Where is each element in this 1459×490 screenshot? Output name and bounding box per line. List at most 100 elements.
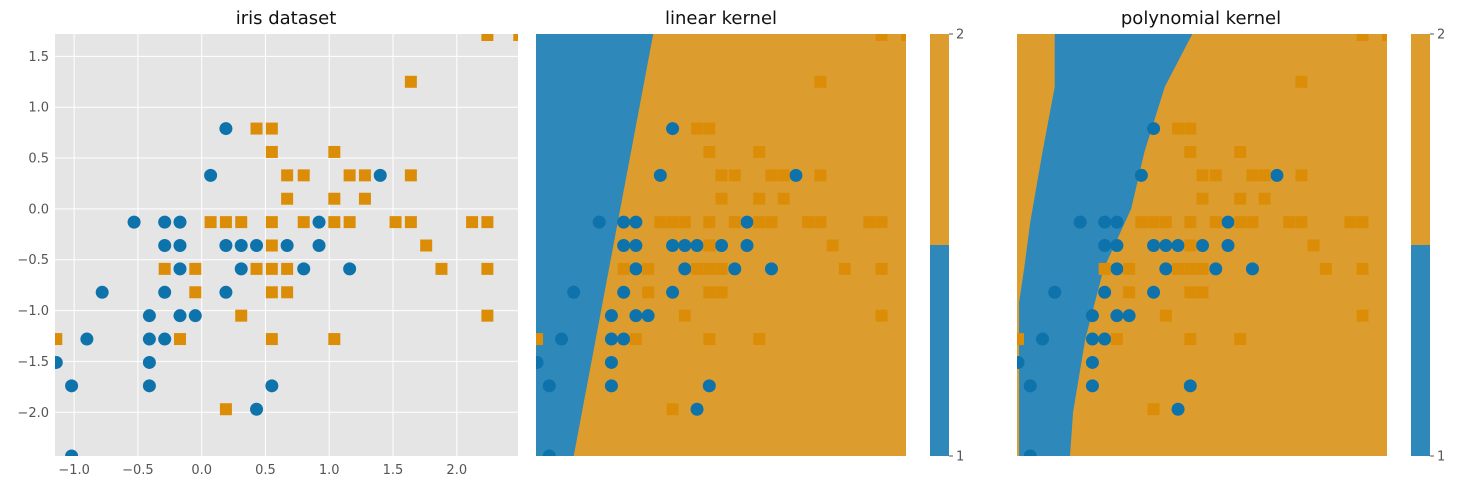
linear-point-class-1 — [653, 168, 667, 182]
poly-point-class-2 — [1258, 192, 1271, 205]
iris-point-class-2 — [265, 216, 278, 229]
iris-point-class-2 — [189, 286, 202, 299]
poly-point-class-1 — [1023, 379, 1037, 393]
linear-point-class-1 — [629, 239, 643, 253]
poly-point-class-1 — [1110, 262, 1124, 276]
iris-point-class-1 — [343, 262, 357, 276]
linear-point-class-1 — [690, 402, 704, 416]
poly-point-class-1 — [1122, 309, 1136, 323]
poly-point-class-2 — [1246, 169, 1259, 182]
iris-point-class-1 — [173, 309, 187, 323]
iris-point-class-2 — [235, 216, 248, 229]
iris-point-class-1 — [373, 168, 387, 182]
poly-point-class-2 — [1356, 216, 1369, 229]
linear-point-class-2 — [753, 216, 766, 229]
polynomial-kernel-panel: polynomial kernel 12 — [1017, 8, 1445, 465]
poly-point-class-2 — [1159, 216, 1172, 229]
iris-point-class-1 — [250, 239, 264, 253]
poly-point-class-1 — [1245, 262, 1259, 276]
linear-point-class-2 — [642, 262, 655, 275]
iris-y-tick-label: −0.5 — [17, 253, 49, 268]
poly-point-class-2 — [1356, 262, 1369, 275]
poly-point-class-2 — [1307, 239, 1320, 252]
linear-point-class-1 — [604, 379, 618, 393]
iris-point-class-1 — [250, 402, 264, 416]
poly-point-class-1 — [1110, 239, 1124, 253]
iris-points — [55, 34, 518, 456]
iris-point-class-2 — [513, 34, 518, 42]
iris-x-tick-label: 0.0 — [191, 463, 212, 478]
iris-point-class-1 — [204, 168, 218, 182]
poly-point-class-2 — [1184, 333, 1197, 346]
iris-point-class-2 — [328, 192, 341, 205]
iris-y-tick-label: 0.5 — [28, 152, 49, 167]
linear-point-class-1 — [617, 332, 631, 346]
iris-point-class-1 — [312, 239, 326, 253]
linear-point-class-2 — [765, 216, 778, 229]
linear-colorbar-ticks: 12 — [949, 28, 964, 465]
linear-point-class-1 — [789, 168, 803, 182]
linear-point-class-2 — [666, 216, 679, 229]
iris-point-class-1 — [234, 262, 248, 276]
linear-point-class-2 — [826, 239, 839, 252]
linear-point-class-2 — [715, 262, 728, 275]
iris-point-class-2 — [481, 34, 494, 42]
iris-y-tick-label: 0.0 — [28, 202, 49, 217]
iris-point-class-1 — [142, 379, 156, 393]
iris-x-tick-label: 0.5 — [255, 463, 276, 478]
iris-point-class-1 — [142, 355, 156, 369]
poly-point-class-1 — [1110, 215, 1124, 229]
linear-point-class-1 — [666, 239, 680, 253]
iris-x-tick-label: −0.5 — [122, 463, 154, 478]
iris-point-class-2 — [420, 239, 433, 252]
linear-point-class-2 — [728, 169, 741, 182]
poly-point-class-2 — [1234, 192, 1247, 205]
poly-point-class-1 — [1147, 122, 1161, 136]
iris-point-class-1 — [158, 285, 172, 299]
iris-point-class-2 — [55, 333, 63, 346]
linear-point-class-1 — [666, 122, 680, 136]
linear-point-class-2 — [753, 192, 766, 205]
linear-point-class-2 — [629, 333, 642, 346]
iris-point-class-1 — [265, 379, 279, 393]
linear-point-class-2 — [802, 216, 815, 229]
linear-point-class-2 — [777, 169, 790, 182]
linear-point-class-2 — [654, 216, 667, 229]
linear-point-class-1 — [536, 355, 544, 369]
poly-point-class-1 — [1171, 402, 1185, 416]
iris-point-class-2 — [343, 216, 356, 229]
poly-point-class-2 — [1159, 309, 1172, 322]
linear-point-class-2 — [875, 262, 888, 275]
poly-point-class-2 — [1123, 286, 1136, 299]
poly-point-class-2 — [1017, 333, 1025, 346]
iris-point-class-1 — [280, 239, 294, 253]
iris-point-class-2 — [281, 169, 294, 182]
linear-point-class-1 — [629, 215, 643, 229]
linear-point-class-2 — [703, 216, 716, 229]
colorbar-tick-label: 1 — [1437, 450, 1445, 465]
linear-point-class-1 — [690, 239, 704, 253]
poly-point-class-2 — [1382, 34, 1387, 42]
linear-point-class-1 — [629, 262, 643, 276]
poly-point-class-1 — [1171, 239, 1185, 253]
iris-point-class-2 — [265, 286, 278, 299]
linear-point-class-2 — [617, 262, 630, 275]
linear-point-class-1 — [542, 379, 556, 393]
iris-point-class-2 — [481, 216, 494, 229]
iris-point-class-2 — [343, 169, 356, 182]
linear-region-class-1 — [536, 34, 654, 456]
poly-point-class-1 — [1159, 239, 1173, 253]
linear-point-class-2 — [814, 169, 827, 182]
poly-point-class-1 — [1073, 215, 1087, 229]
poly-point-class-1 — [1017, 355, 1025, 369]
iris-point-class-2 — [204, 216, 217, 229]
poly-point-class-2 — [1295, 216, 1308, 229]
linear-point-class-2 — [777, 192, 790, 205]
linear-point-class-2 — [691, 262, 704, 275]
poly-point-class-2 — [1184, 239, 1197, 252]
poly-point-class-1 — [1098, 332, 1112, 346]
linear-point-class-2 — [863, 216, 876, 229]
iris-point-class-1 — [80, 332, 94, 346]
iris-point-class-1 — [65, 379, 79, 393]
